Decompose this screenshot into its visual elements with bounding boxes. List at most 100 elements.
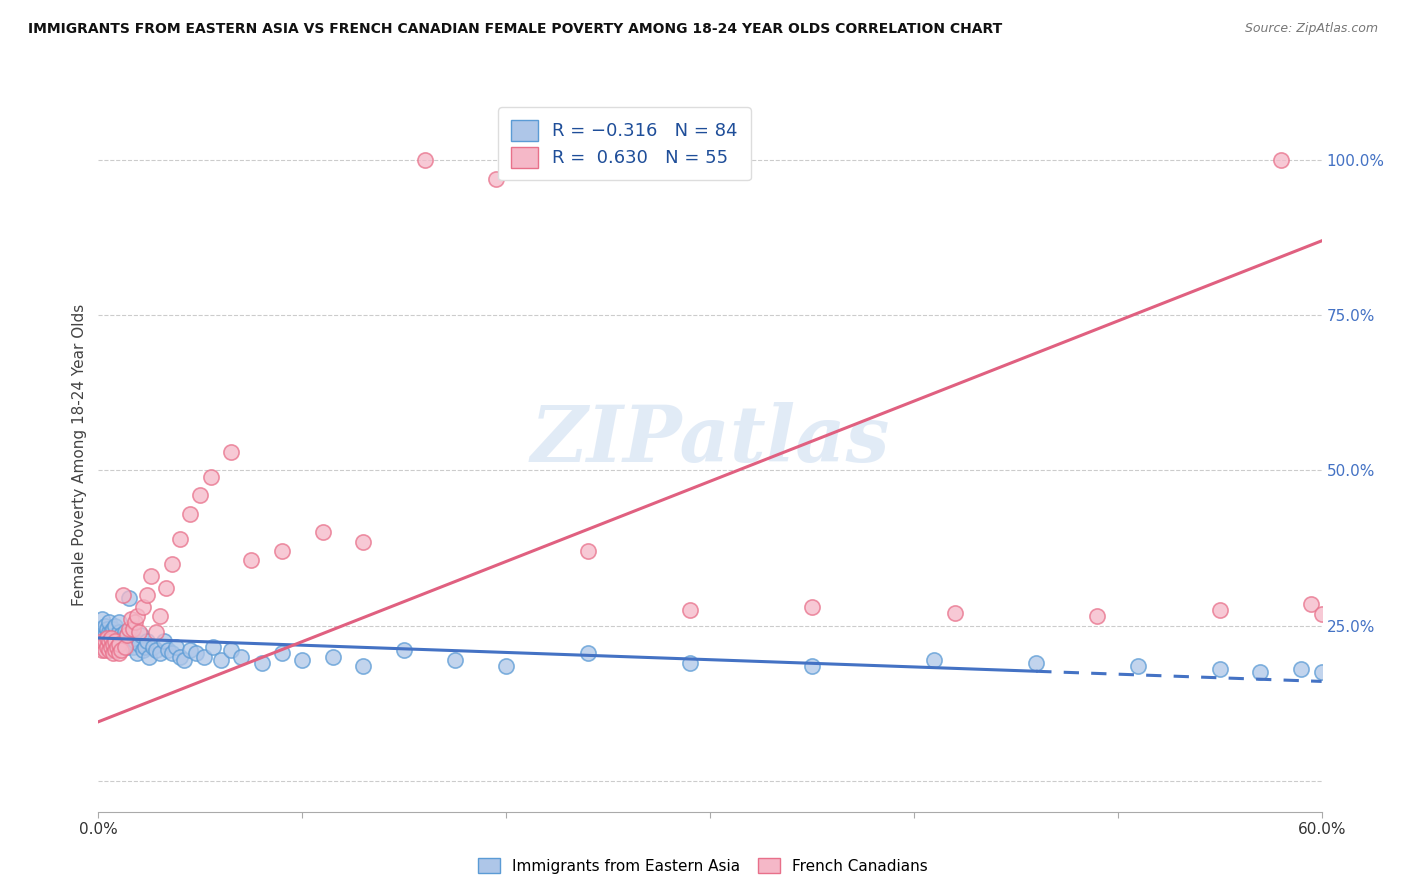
Point xyxy=(392,643,416,657)
Point xyxy=(91,612,114,626)
Point xyxy=(145,643,167,657)
Point xyxy=(1025,656,1047,670)
Point xyxy=(152,634,174,648)
Point xyxy=(179,643,201,657)
Point xyxy=(96,640,118,655)
Point xyxy=(100,624,122,639)
Point xyxy=(96,637,118,651)
Legend: Immigrants from Eastern Asia, French Canadians: Immigrants from Eastern Asia, French Can… xyxy=(472,852,934,880)
Point xyxy=(1270,153,1292,168)
Point xyxy=(96,631,118,645)
Point xyxy=(219,445,242,459)
Point xyxy=(104,618,127,632)
Point xyxy=(97,615,120,630)
Point xyxy=(127,647,149,661)
Point xyxy=(97,624,120,639)
Point xyxy=(169,649,191,664)
Point xyxy=(1291,662,1313,676)
Point xyxy=(91,634,114,648)
Point xyxy=(1209,603,1232,617)
Legend: R = −0.316   N = 84, R =  0.630   N = 55: R = −0.316 N = 84, R = 0.630 N = 55 xyxy=(498,107,751,180)
Point xyxy=(101,631,124,645)
Point xyxy=(1310,607,1333,622)
Point xyxy=(270,544,294,558)
Point xyxy=(124,634,146,648)
Point xyxy=(105,631,128,645)
Point xyxy=(108,637,131,651)
Text: ZIPatlas: ZIPatlas xyxy=(530,402,890,479)
Point xyxy=(129,628,152,642)
Point xyxy=(576,647,599,661)
Point xyxy=(155,582,177,596)
Point xyxy=(111,640,134,655)
Point xyxy=(352,659,374,673)
Point xyxy=(679,603,702,617)
Point xyxy=(141,569,163,583)
Point xyxy=(101,637,124,651)
Point xyxy=(201,640,224,655)
Point xyxy=(97,634,120,648)
Point xyxy=(136,634,159,648)
Point xyxy=(679,656,702,670)
Point xyxy=(104,643,127,657)
Point xyxy=(105,640,128,655)
Point xyxy=(127,609,149,624)
Point xyxy=(111,588,134,602)
Point xyxy=(209,653,232,667)
Point xyxy=(120,628,142,642)
Point xyxy=(101,647,124,661)
Point xyxy=(91,643,114,657)
Point xyxy=(134,640,156,655)
Point xyxy=(97,640,120,655)
Point xyxy=(1209,662,1232,676)
Point xyxy=(118,637,141,651)
Text: Source: ZipAtlas.com: Source: ZipAtlas.com xyxy=(1244,22,1378,36)
Point xyxy=(219,643,242,657)
Point xyxy=(100,631,122,645)
Point xyxy=(169,532,191,546)
Text: IMMIGRANTS FROM EASTERN ASIA VS FRENCH CANADIAN FEMALE POVERTY AMONG 18-24 YEAR : IMMIGRANTS FROM EASTERN ASIA VS FRENCH C… xyxy=(28,22,1002,37)
Point xyxy=(128,637,150,651)
Point xyxy=(108,634,131,648)
Point xyxy=(115,640,138,655)
Point xyxy=(93,643,115,657)
Point xyxy=(801,599,824,614)
Point xyxy=(801,659,824,673)
Point xyxy=(114,634,136,648)
Point xyxy=(1085,609,1108,624)
Point xyxy=(108,615,131,630)
Point xyxy=(122,640,145,655)
Point xyxy=(101,622,124,636)
Point xyxy=(136,588,159,602)
Point xyxy=(96,631,118,645)
Point xyxy=(97,643,120,657)
Point xyxy=(128,624,150,639)
Point xyxy=(160,647,183,661)
Point xyxy=(352,534,374,549)
Point xyxy=(200,469,222,483)
Point xyxy=(495,659,517,673)
Point xyxy=(91,624,114,639)
Point xyxy=(111,631,134,645)
Point xyxy=(132,643,155,657)
Point xyxy=(110,643,132,657)
Point xyxy=(108,624,131,639)
Point xyxy=(104,637,127,651)
Point xyxy=(124,615,146,630)
Point xyxy=(1301,597,1323,611)
Point xyxy=(89,622,111,636)
Point xyxy=(93,634,115,648)
Point xyxy=(89,628,111,642)
Point xyxy=(115,628,138,642)
Point xyxy=(132,599,155,614)
Point xyxy=(114,624,136,639)
Point xyxy=(149,647,172,661)
Point xyxy=(96,622,118,636)
Point xyxy=(100,643,122,657)
Point xyxy=(179,507,201,521)
Point xyxy=(943,606,966,620)
Point xyxy=(118,622,141,636)
Point xyxy=(120,612,142,626)
Point xyxy=(104,634,127,648)
Point xyxy=(1249,665,1271,679)
